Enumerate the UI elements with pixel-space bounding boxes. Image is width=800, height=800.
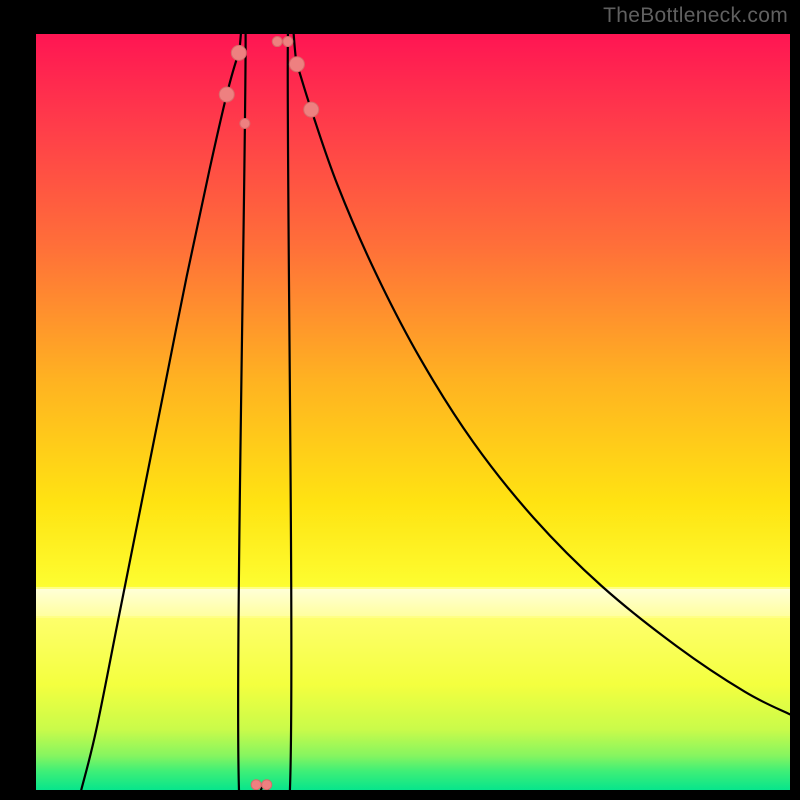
curve-marker — [272, 37, 282, 47]
curve-marker — [231, 45, 246, 60]
curve-marker — [289, 57, 304, 72]
plot-svg — [36, 34, 790, 790]
curve-marker — [283, 37, 293, 47]
plot-area — [36, 34, 790, 790]
curve-marker — [262, 780, 272, 790]
chart-container: TheBottleneck.com — [0, 0, 800, 800]
curve-marker — [219, 87, 234, 102]
curve-marker — [240, 118, 250, 128]
curve-marker — [251, 780, 261, 790]
bottleneck-curve — [81, 34, 790, 790]
watermark-text: TheBottleneck.com — [603, 4, 788, 28]
curve-marker — [304, 102, 319, 117]
